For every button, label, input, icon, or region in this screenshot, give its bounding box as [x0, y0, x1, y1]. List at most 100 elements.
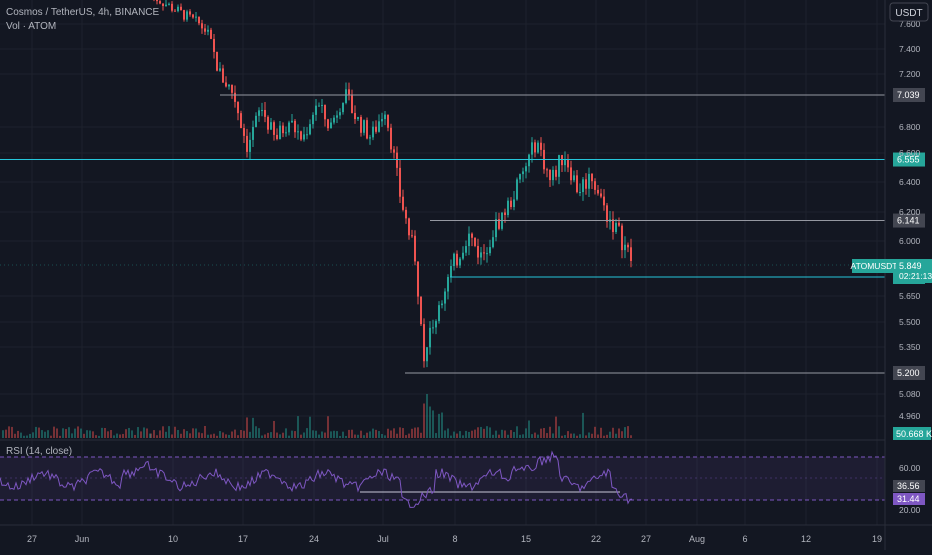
candle-body-103 — [459, 258, 461, 266]
volume-bar-150 — [600, 427, 602, 438]
candle-body-145 — [585, 179, 587, 189]
volume-bar-84 — [402, 428, 404, 438]
candle-body-115 — [495, 219, 497, 238]
candle-body-119 — [507, 200, 509, 216]
level-tag-4 — [893, 366, 925, 380]
volume-bar-85 — [405, 435, 407, 438]
volume-bar-166 — [17, 430, 19, 438]
volume-bar-146 — [588, 432, 590, 438]
y-tick-9: 5.500 — [899, 317, 921, 327]
volume-bar-92 — [426, 394, 428, 438]
volume-bar-98 — [444, 430, 446, 438]
candle-body-99 — [447, 277, 449, 292]
volume-bar-4 — [162, 426, 164, 438]
candle-body-88 — [414, 235, 416, 262]
candle-body-133 — [549, 170, 551, 181]
candle-body-137 — [561, 155, 563, 166]
volume-bar-74 — [372, 428, 374, 438]
volume-bar-204 — [131, 430, 133, 438]
candle-body-7 — [171, 3, 173, 11]
candle-body-100 — [450, 266, 452, 278]
candle-body-74 — [372, 126, 374, 138]
y-tick-4: 6.600 — [899, 148, 921, 158]
candle-body-92 — [426, 347, 428, 362]
volume-bar-88 — [414, 427, 416, 438]
candle-body-63 — [339, 112, 341, 116]
volume-bar-148 — [594, 426, 596, 438]
volume-bar-182 — [65, 429, 67, 438]
candle-body-20 — [210, 29, 212, 39]
volume-bar-21 — [213, 433, 215, 438]
volume-bar-17 — [201, 433, 203, 438]
volume-bar-163 — [8, 426, 10, 438]
candle-body-23 — [219, 68, 221, 71]
volume-bar-78 — [384, 435, 386, 438]
volume-bar-110 — [480, 426, 482, 438]
candle-body-31 — [243, 128, 245, 136]
candle-body-118 — [504, 212, 506, 216]
volume-bar-1 — [153, 430, 155, 438]
currency-button[interactable] — [889, 2, 929, 22]
volume-bar-195 — [104, 427, 106, 438]
volume-bar-156 — [618, 428, 620, 438]
volume-bar-102 — [456, 433, 458, 438]
volume-bar-7 — [171, 434, 173, 438]
volume-bar-117 — [501, 429, 503, 438]
candle-body-51 — [303, 134, 305, 140]
candle-body-26 — [228, 84, 230, 87]
time-axis[interactable]: 27 Jun 10 17 24 Jul 8 15 22 27 Aug 6 12 19 — [0, 524, 932, 544]
price-axis[interactable]: 7.600 7.400 7.200 6.800 6.600 6.400 6.200 6.000… — [884, 0, 921, 550]
candle-body-126 — [528, 154, 530, 167]
volume-bar-187 — [80, 428, 82, 438]
volume-bar-181 — [62, 428, 64, 438]
x-tick-8: 22 — [591, 534, 601, 544]
candle-body-121 — [513, 199, 515, 208]
rsi-tag-2 — [893, 493, 925, 505]
candle-body-11 — [183, 10, 185, 20]
volume-bar-42 — [276, 432, 278, 438]
volume-bar-90 — [420, 432, 422, 438]
volume-bar-37 — [261, 435, 263, 438]
volume-bar-99 — [447, 428, 449, 438]
candle-body-36 — [258, 110, 260, 116]
volume-bar-180 — [59, 435, 61, 438]
volume-bar-172 — [35, 426, 37, 438]
volume-bar-62 — [336, 431, 338, 438]
volume-bar-108 — [474, 429, 476, 438]
volume-bar-145 — [585, 435, 587, 438]
y-tick-2: 7.200 — [899, 69, 921, 79]
volume-bar-49 — [297, 416, 299, 438]
candle-body-154 — [612, 219, 614, 232]
candle-body-136 — [558, 155, 560, 177]
volume-bar-138 — [564, 435, 566, 438]
volume-bar-101 — [453, 431, 455, 438]
candle-body-134 — [552, 169, 554, 181]
candle-body-112 — [486, 253, 488, 255]
candle-body-114 — [492, 237, 494, 248]
volume-bar-5 — [165, 431, 167, 438]
volume-bar-53 — [309, 416, 311, 438]
candle-body-152 — [606, 205, 608, 222]
volume-bar-94 — [432, 410, 434, 438]
volume-bar-167 — [20, 432, 22, 438]
volume-bar-61 — [333, 430, 335, 438]
volume-bar-13 — [189, 433, 191, 438]
volume-bar-128 — [534, 432, 536, 438]
y-tick-5: 6.400 — [899, 177, 921, 187]
candle-body-24 — [222, 68, 224, 83]
volume-bar-35 — [255, 426, 257, 438]
volume-bar-199 — [116, 433, 118, 438]
x-tick-0: 27 — [27, 534, 37, 544]
candle-body-9 — [177, 6, 179, 12]
candle-body-130 — [540, 142, 542, 150]
volume-bar-149 — [597, 434, 599, 438]
volume-bar-65 — [345, 435, 347, 438]
candle-body-142 — [576, 175, 578, 193]
volume-bar-139 — [567, 431, 569, 438]
candle-body-143 — [579, 192, 581, 194]
candle-body-77 — [381, 119, 383, 122]
volume-bar-152 — [606, 434, 608, 438]
candle-body-129 — [537, 142, 539, 153]
candle-body-159 — [627, 244, 629, 248]
